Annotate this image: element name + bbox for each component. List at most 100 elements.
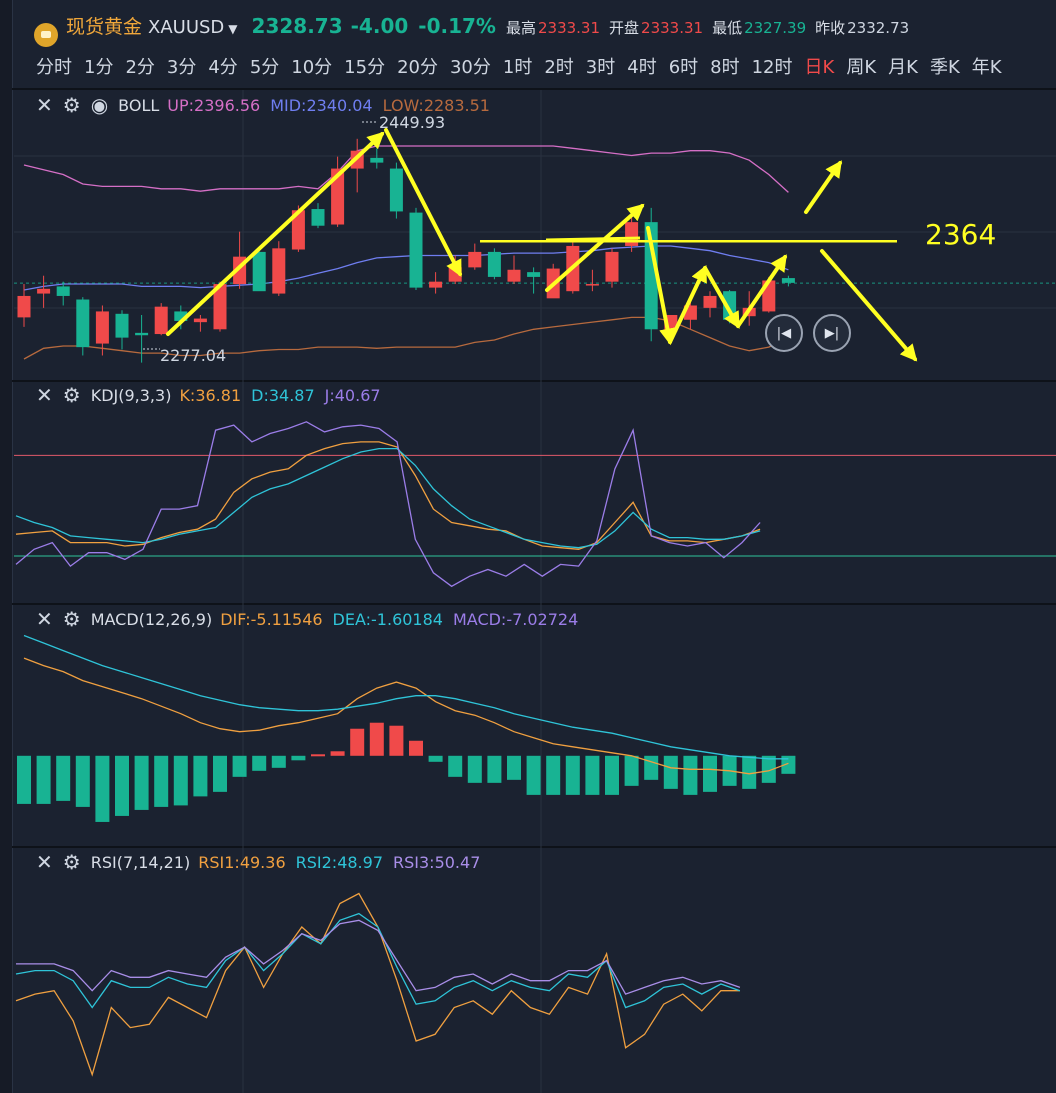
trend-arrow <box>820 249 918 362</box>
gear-icon[interactable]: ⚙ <box>62 383 81 407</box>
boll-mid-line <box>23 245 789 291</box>
close-icon[interactable]: ✕ <box>36 93 53 117</box>
candle-body <box>370 157 384 163</box>
tab-timeframe[interactable]: 8时 <box>710 57 740 78</box>
candle-body <box>429 281 443 288</box>
grid <box>14 90 1056 1093</box>
tab-timeframe[interactable]: 6时 <box>668 57 699 78</box>
trend-arrow <box>736 254 787 328</box>
tab-timeframe[interactable]: 季K <box>929 57 960 78</box>
prev-button[interactable]: |◀ <box>765 314 803 352</box>
trend-arrow <box>166 131 385 336</box>
tab-timeframe[interactable]: 年K <box>971 57 1002 78</box>
candle-body <box>487 251 501 277</box>
prev-close-value: 2332.73 <box>847 19 910 37</box>
kdj-j-line <box>15 421 761 588</box>
candle-body <box>154 306 168 335</box>
macd-histogram-bar <box>761 755 776 783</box>
tab-timeframe[interactable]: 分时 <box>36 57 72 78</box>
macd-histogram-bar <box>742 755 757 789</box>
tab-timeframe[interactable]: 3分 <box>166 57 197 78</box>
tab-timeframe[interactable]: 15分 <box>344 57 386 78</box>
gear-icon[interactable]: ⚙ <box>62 607 81 631</box>
tab-timeframe[interactable]: 30分 <box>449 57 491 78</box>
candle-body <box>605 251 619 282</box>
macd-dif-value: DIF:-5.11546 <box>220 609 323 629</box>
boll-name: BOLL <box>118 95 160 115</box>
tab-timeframe[interactable]: 2时 <box>544 57 574 78</box>
macd-histogram-bar <box>487 755 502 783</box>
candle-body <box>468 251 482 268</box>
rsi-legend: ✕ ⚙ RSI(7,14,21) RSI1:49.36 RSI2:48.97 R… <box>36 852 490 872</box>
divider <box>12 846 1056 848</box>
gear-icon[interactable]: ⚙ <box>62 93 81 117</box>
kdj-panel <box>14 421 1056 588</box>
tab-timeframe[interactable]: 10分 <box>291 57 333 78</box>
quote-row: 现货黄金 XAUUSD ▼ 2328.73 -4.00 -0.17% 最高 23… <box>34 12 918 47</box>
trend-arrow <box>703 266 740 329</box>
candle-body <box>252 251 266 292</box>
close-icon[interactable]: ✕ <box>36 607 53 631</box>
candle-body <box>76 299 90 348</box>
next-button[interactable]: ▶| <box>813 314 851 352</box>
tab-timeframe[interactable]: 月K <box>888 57 918 78</box>
candle-body <box>115 313 129 338</box>
macd-histogram-bar <box>605 755 619 795</box>
macd-dea-line <box>23 634 789 760</box>
boll-panel <box>14 138 1056 363</box>
boll-legend: ✕ ⚙ ◉ BOLL UP:2396.56 MID:2340.04 LOW:22… <box>36 95 500 115</box>
tab-timeframe[interactable]: 5分 <box>249 57 280 78</box>
kdj-k-value: K:36.81 <box>179 385 242 405</box>
macd-histogram-bar <box>75 755 90 807</box>
tab-timeframe[interactable]: 1分 <box>84 57 114 78</box>
macd-histogram-bar <box>213 755 227 792</box>
tab-timeframe[interactable]: 日K <box>804 57 835 78</box>
candle-body <box>331 168 345 225</box>
close-icon[interactable]: ✕ <box>36 383 53 407</box>
tab-timeframe[interactable]: 12时 <box>751 57 793 78</box>
kdj-j-value: J:40.67 <box>324 385 381 405</box>
trend-segment <box>545 236 641 242</box>
macd-histogram-bar <box>95 755 110 822</box>
candle-body <box>95 311 109 344</box>
macd-histogram-bar <box>173 755 188 806</box>
boll-up-line <box>23 145 789 193</box>
macd-histogram-bar <box>134 755 149 810</box>
chevron-down-icon[interactable]: ▼ <box>228 22 238 36</box>
rsi2-line <box>15 912 741 1009</box>
macd-legend: ✕ ⚙ MACD(12,26,9) DIF:-5.11546 DEA:-1.60… <box>36 609 588 629</box>
candle-body <box>291 210 305 250</box>
left-edge <box>0 0 13 1093</box>
candle-body <box>193 318 207 323</box>
tab-timeframe[interactable]: 1时 <box>502 57 533 78</box>
candle-body <box>781 278 795 283</box>
eye-icon[interactable]: ◉ <box>90 93 109 117</box>
macd-histogram-bar <box>448 755 463 777</box>
macd-histogram-bar <box>311 754 325 757</box>
candle-body <box>703 295 717 308</box>
tab-timeframe[interactable]: 4时 <box>627 57 657 78</box>
skip-back-icon: |◀ <box>776 325 792 341</box>
rsi2-value: RSI2:48.97 <box>295 852 383 872</box>
tab-timeframe[interactable]: 20分 <box>397 57 438 78</box>
gear-icon[interactable]: ⚙ <box>62 850 81 874</box>
tab-timeframe[interactable]: 周K <box>846 57 877 78</box>
macd-histogram-bar <box>232 755 247 777</box>
macd-dea-value: DEA:-1.60184 <box>332 609 443 629</box>
tab-timeframe[interactable]: 3时 <box>585 57 616 78</box>
kdj-name: KDJ(9,3,3) <box>90 385 172 405</box>
macd-histogram-bar <box>526 755 541 795</box>
close-icon[interactable]: ✕ <box>36 850 53 874</box>
macd-histogram-bar <box>644 755 659 780</box>
tab-timeframe[interactable]: 2分 <box>125 57 155 78</box>
quote-header: 现货黄金 XAUUSD ▼ 2328.73 -4.00 -0.17% 最高 23… <box>12 0 1056 90</box>
candle-body <box>311 209 325 226</box>
tab-timeframe[interactable]: 4分 <box>208 57 238 78</box>
macd-histogram-bar <box>350 728 365 756</box>
candle-body <box>644 222 658 330</box>
candle-body <box>409 212 423 288</box>
rsi-panel <box>15 892 741 1077</box>
macd-histogram-bar <box>193 755 208 797</box>
symbol-selector[interactable]: XAUUSD <box>148 17 225 38</box>
rsi1-line <box>15 892 740 1077</box>
